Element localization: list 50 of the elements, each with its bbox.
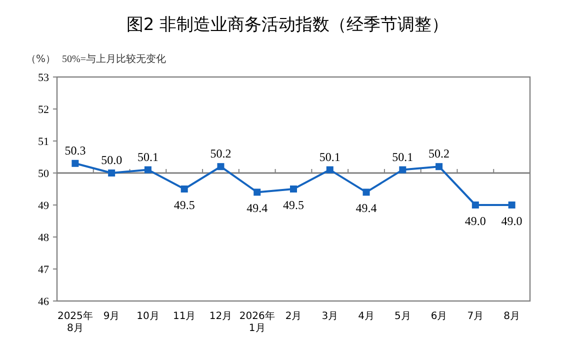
y-tick-label: 48 [38, 232, 50, 244]
y-tick-label: 47 [38, 264, 50, 276]
y-axis-title: （%） [26, 54, 56, 65]
x-tick-label: 2026年 1月 [239, 310, 275, 334]
x-tick-label: 4月 [358, 311, 374, 322]
y-tick-label: 50 [38, 168, 50, 180]
data-label: 49.4 [356, 201, 377, 216]
point [290, 186, 297, 192]
x-tick-label: 11月 [172, 311, 196, 322]
point [180, 186, 188, 192]
y-tick-label: 51 [38, 136, 49, 148]
data-label: 50.2 [428, 146, 450, 161]
x-tick-label: 7月 [467, 311, 484, 322]
data-label: 49.0 [464, 214, 486, 228]
point [508, 202, 516, 208]
text: 50%=与上月比较无变化 [62, 53, 166, 65]
point [362, 188, 370, 196]
chart-title: 图2 非制造业商务活动指数（经季节调整） [126, 15, 449, 35]
data-label: 49.0 [501, 214, 522, 228]
data-label: 50.2 [210, 146, 232, 161]
x-tick-label: 5月 [394, 311, 411, 322]
x-tick-label: 2月 [285, 311, 302, 322]
x-tick-label: 6月 [430, 311, 448, 322]
point [144, 166, 152, 174]
y-tick-label: 49 [38, 200, 50, 212]
y-tick-label: 53 [38, 72, 50, 84]
x-tick-label: 8月 [504, 311, 520, 322]
point [472, 202, 479, 208]
point [217, 163, 224, 170]
point [436, 163, 443, 170]
data-label: 49.4 [246, 201, 268, 216]
data-label: 50.1 [319, 150, 340, 164]
x-tick-label: 10月 [136, 311, 160, 322]
point [326, 166, 334, 174]
x-tick-label: 3月 [322, 311, 338, 322]
data-label: 50.1 [137, 150, 158, 164]
point [399, 166, 406, 174]
point [254, 188, 261, 196]
point [72, 160, 79, 167]
data-label: 50.1 [392, 150, 414, 164]
data-label: 50.3 [64, 143, 86, 158]
x-tick-label: 12月 [209, 311, 232, 322]
data-label: 49.5 [283, 198, 304, 212]
data-label: 50.0 [101, 153, 122, 167]
y-tick-label: 46 [38, 296, 50, 308]
point [108, 170, 116, 176]
y-tick-label: 52 [38, 104, 49, 116]
data-label: 49.5 [174, 198, 195, 212]
x-tick-label: 9月 [103, 311, 120, 322]
x-tick-label: 2025年 8月 [57, 310, 93, 334]
